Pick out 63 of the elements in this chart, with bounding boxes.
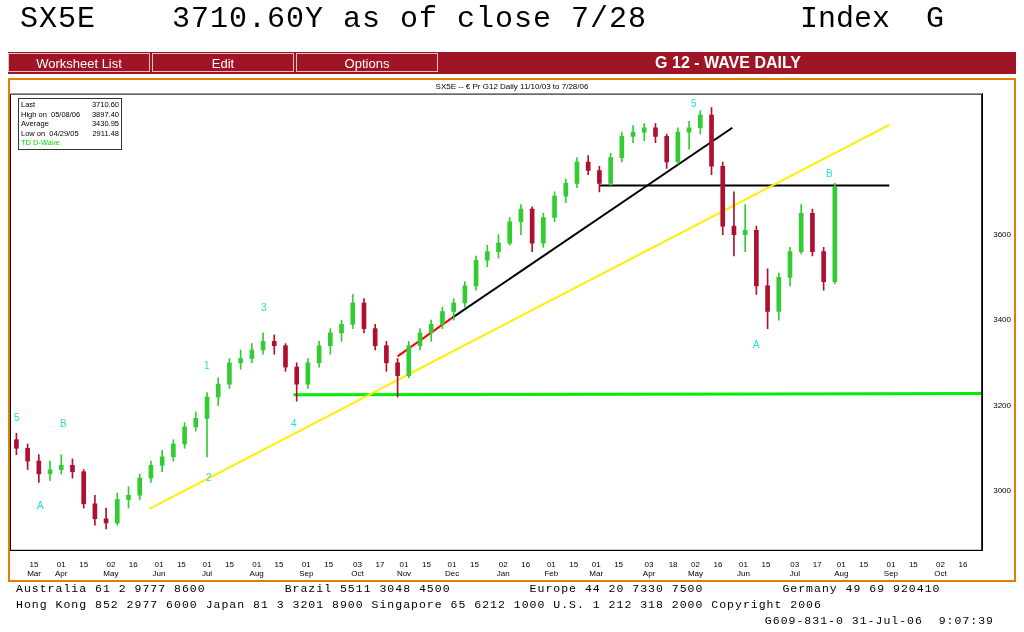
x-tick-label: 17: [812, 559, 823, 569]
x-tick-label: 15: [224, 559, 235, 569]
x-tick-label: 15: [614, 559, 624, 569]
x-tick-label: 01 Dec: [444, 559, 460, 579]
annotation: 2: [206, 472, 212, 483]
x-tick-label: 15: [470, 559, 480, 569]
x-tick-label: 02 Oct: [934, 559, 948, 579]
x-tick-label: 01 Feb: [544, 559, 559, 579]
text: Options: [296, 53, 438, 72]
x-tick-label: 01 Sep: [299, 559, 314, 579]
x-tick-label: 02 Jan: [496, 559, 510, 579]
x-tick-label: 02 May: [687, 559, 704, 579]
text: G609-831-0 31-Jul-06 9:07:39: [764, 614, 994, 627]
x-tick-label: 16: [521, 559, 531, 569]
y-tick-label: 3600: [993, 229, 1012, 239]
x-tick-label: 18: [668, 559, 679, 569]
text: Index G: [799, 2, 944, 36]
chart-title: SX5E 3710.60Y as of close 7/28: [20, 2, 648, 36]
x-tick-label: 03 Oct: [351, 559, 365, 579]
y-tick-label: 3000: [993, 486, 1012, 496]
x-tick-label: 15: [324, 559, 334, 569]
text: Worksheet List: [8, 53, 150, 72]
x-tick-label: 01 Aug: [249, 559, 264, 579]
x-tick-label: 01 Mar: [589, 559, 604, 579]
text: G 12 - WAVE DAILY: [440, 53, 1016, 72]
annotation: 5: [691, 98, 697, 109]
x-tick-label: 15: [274, 559, 285, 569]
y-tick-label: 3200: [993, 400, 1012, 410]
x-tick-label: 01 Apr: [55, 559, 68, 579]
x-tick-label: 15: [859, 559, 869, 569]
x-tick-label: 01 Jun: [737, 559, 751, 579]
annotation: B: [826, 168, 833, 179]
annotation: 3: [261, 302, 267, 313]
x-tick-label: 15: [176, 559, 187, 569]
x-tick-label: 02 May: [103, 559, 119, 579]
x-tick-label: 15: [569, 559, 579, 569]
y-tick-label: 3400: [993, 315, 1012, 325]
x-tick-label: 16: [958, 559, 968, 569]
x-tick-label: 15: [908, 559, 919, 569]
chart-subtitle: SX5E -- € Pr G12 Daily 11/10/03 to 7/28/06: [435, 82, 589, 91]
x-tick-label: 16: [128, 559, 139, 569]
x-tick-label: 03 Jul: [789, 559, 801, 579]
x-tick-label: 01 Jun: [152, 559, 166, 579]
x-tick-label: 15 Mar: [27, 559, 42, 579]
x-tick-label: 01 Sep: [883, 559, 899, 579]
text: Hong Kong 852 2977 6000 Japan 81 3 3201 8900 Singapore 65 6212 1000 U.S. 1 212 318 2000 Copyright 2006: [16, 598, 822, 611]
x-tick-label: 17: [375, 559, 385, 569]
x-tick-label: 01 Aug: [834, 559, 849, 579]
x-tick-label: 16: [713, 559, 723, 569]
x-tick-label: 01 Jul: [201, 559, 213, 579]
annotation: 1: [204, 360, 210, 371]
x-tick-label: 03 Apr: [642, 559, 656, 579]
x-tick-label: 01 Nov: [396, 559, 412, 579]
x-tick-label: 15: [421, 559, 432, 569]
annotation: A: [753, 339, 760, 350]
annotation: A: [37, 500, 44, 511]
x-tick-label: 15: [79, 559, 89, 569]
annotation: 5: [14, 412, 20, 423]
text: Australia 61 2 9777 8600 Brazil 5511 3048 4500 Europe 44 20 7330 7500 Germany 49 69 920410: [16, 582, 941, 595]
text: Edit: [152, 53, 294, 72]
x-tick-label: 15: [761, 559, 771, 569]
annotation: B: [60, 418, 67, 429]
annotation: 4: [291, 418, 297, 429]
